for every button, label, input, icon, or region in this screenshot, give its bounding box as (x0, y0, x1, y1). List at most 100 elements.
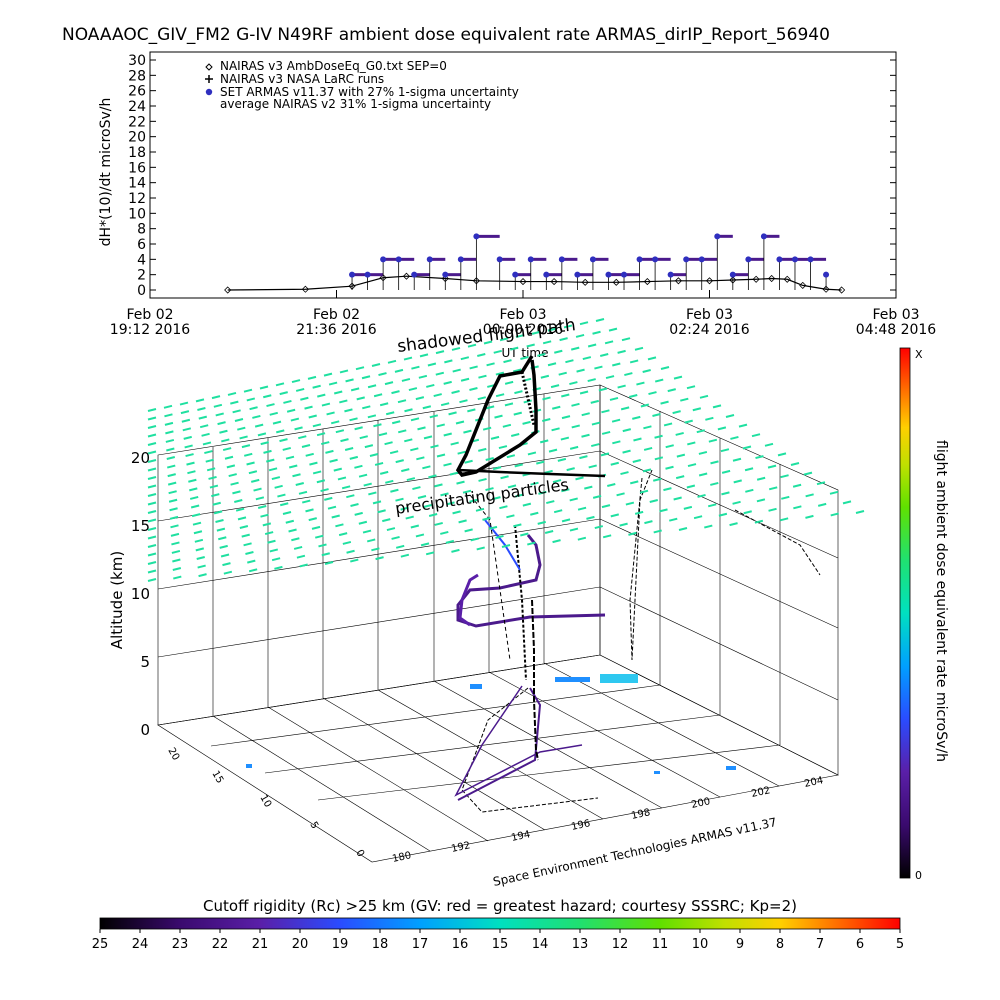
rc-grid-dash (426, 383, 435, 388)
nairas-v3-point (822, 285, 830, 293)
rc-grid-dash (665, 465, 674, 470)
rc-grid-dash (514, 463, 523, 468)
rc-grid-dash (316, 479, 326, 484)
rc-grid-dash (389, 450, 399, 455)
armas-point (512, 271, 519, 278)
rc-grid-dash (660, 366, 670, 370)
rc-grid-dash (720, 448, 730, 453)
rc-grid-dash (290, 417, 300, 422)
rc-grid-dash (590, 399, 599, 404)
rc-grid-dash (625, 501, 635, 506)
rc-grid-dash (830, 512, 839, 517)
top-chart: dH*(10)/dt microSv/h 0246810121416182022… (98, 51, 936, 360)
rc-grid-dash (629, 359, 639, 364)
precipitating-particles-label: precipitating particles (394, 475, 570, 518)
legend-plus-icon (205, 75, 213, 83)
rc-grid-dash (552, 479, 562, 484)
rc-grid-dash (842, 500, 852, 505)
rc-grid-dash (164, 421, 174, 426)
rc-grid-dash (588, 464, 597, 469)
nairas-v3-point (643, 278, 651, 286)
rc-grid-dash (385, 411, 395, 416)
rc-grid-dash (315, 534, 324, 539)
rc-grid-dash (254, 423, 264, 428)
y-tick-label: 2 (137, 268, 146, 284)
nairas-v3-point (768, 274, 776, 283)
rc-grid-dash (339, 399, 348, 404)
rc-grid-dash (147, 552, 157, 557)
rc-grid-dash (321, 402, 331, 407)
rc-grid-dash (189, 495, 199, 500)
rc-grid-dash (368, 491, 377, 496)
rc-grid-dash (577, 536, 587, 541)
rc-grid-dash (725, 414, 735, 418)
rc-grid-dash (538, 490, 547, 495)
legend-text: SET ARMAS v11.37 with 27% 1-sigma uncert… (220, 85, 519, 99)
rc-grid-dash (718, 512, 728, 517)
rc-grid-dash (575, 333, 585, 338)
rc-contour-patch (470, 684, 482, 689)
rc-grid-dash (377, 509, 386, 514)
rc-grid-dash (419, 353, 429, 358)
dose-colorbar-title: flight ambient dose equivalent rate micr… (933, 440, 949, 762)
x-tick-label: 180 (391, 850, 412, 865)
y-tick-label: 24 (128, 99, 146, 115)
rc-grid-dash (354, 511, 363, 516)
rc-grid-dash (482, 516, 491, 521)
rc-grid-dash (354, 464, 363, 469)
rc-grid-dash (263, 449, 272, 454)
y-tick-label: 0 (137, 283, 146, 299)
y-tick-label: 6 (137, 237, 146, 253)
rc-grid-dash (147, 459, 157, 463)
rc-grid-dash (354, 426, 363, 431)
rc-grid-dash (548, 448, 558, 453)
rc-grid-dash (621, 337, 631, 342)
rc-grid-dash (147, 518, 157, 523)
rc-grid-dash (712, 404, 722, 409)
rc-grid-dash (610, 461, 619, 466)
rc-grid-dash (768, 507, 777, 512)
rc-grid-dash (147, 561, 157, 565)
rc-grid-dash (604, 340, 614, 345)
rc-grid-dash (478, 477, 487, 482)
rc-grid-dash (259, 385, 269, 390)
rc-grid-dash (687, 441, 696, 446)
rc-grid-dash (241, 444, 251, 449)
rc-grid-dash (576, 368, 585, 373)
rc-grid-dash (250, 478, 260, 483)
rc-grid-dash (569, 527, 579, 532)
rc-grid-dash (449, 471, 459, 476)
dose-rate-colorbar: X 0 flight ambient dose equivalent rate … (899, 347, 949, 882)
armas-point (527, 256, 534, 263)
rc-grid-dash (324, 496, 333, 501)
y-tick-label: 16 (128, 160, 146, 176)
rc-grid-dash (252, 414, 261, 419)
rc-grid-dash (299, 563, 308, 568)
rc-grid-dash (544, 530, 554, 534)
armas-point (714, 233, 721, 240)
altitude-axis-label: Altitude (km) (108, 551, 126, 649)
rc-grid-dash (537, 520, 546, 525)
legend-entry-armas: SET ARMAS v11.37 with 27% 1-sigma uncert… (205, 85, 519, 99)
rc-grid-dash (395, 544, 405, 549)
legend-text: NAIRAS v3 NASA LaRC runs (220, 72, 384, 86)
rc-grid-dash (213, 510, 223, 515)
rc-grid-dash (379, 402, 389, 407)
armas-point (364, 271, 371, 278)
rc-grid-dash (283, 399, 292, 404)
rc-grid-dash (469, 365, 478, 370)
rc-grid-dash (530, 511, 539, 516)
nairas-v3-point (402, 272, 411, 280)
rc-grid-dash (165, 438, 175, 443)
rc-grid-dash (781, 495, 790, 500)
rc-grid-dash (477, 396, 487, 401)
rc-grid-dash (569, 445, 579, 450)
rc-grid-dash (644, 520, 653, 525)
rc-grid-dash (510, 433, 520, 437)
rc-tick-label: 10 (692, 937, 709, 952)
rc-grid-dash (212, 501, 221, 506)
rc-grid-dash (696, 429, 706, 434)
rc-grid-dash (673, 375, 683, 380)
rc-grid-dash (504, 402, 514, 407)
rc-grid-dash (367, 384, 377, 389)
